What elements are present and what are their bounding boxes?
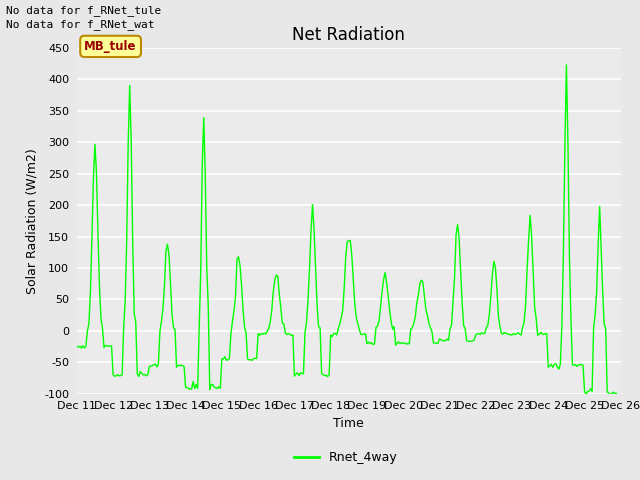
Text: No data for f_RNet_tule: No data for f_RNet_tule <box>6 5 162 16</box>
Title: Net Radiation: Net Radiation <box>292 25 405 44</box>
Y-axis label: Solar Radiation (W/m2): Solar Radiation (W/m2) <box>26 148 38 294</box>
X-axis label: Time: Time <box>333 417 364 430</box>
Text: MB_tule: MB_tule <box>84 40 137 53</box>
Text: No data for f_RNet_wat: No data for f_RNet_wat <box>6 19 155 30</box>
Legend: Rnet_4way: Rnet_4way <box>289 446 403 469</box>
